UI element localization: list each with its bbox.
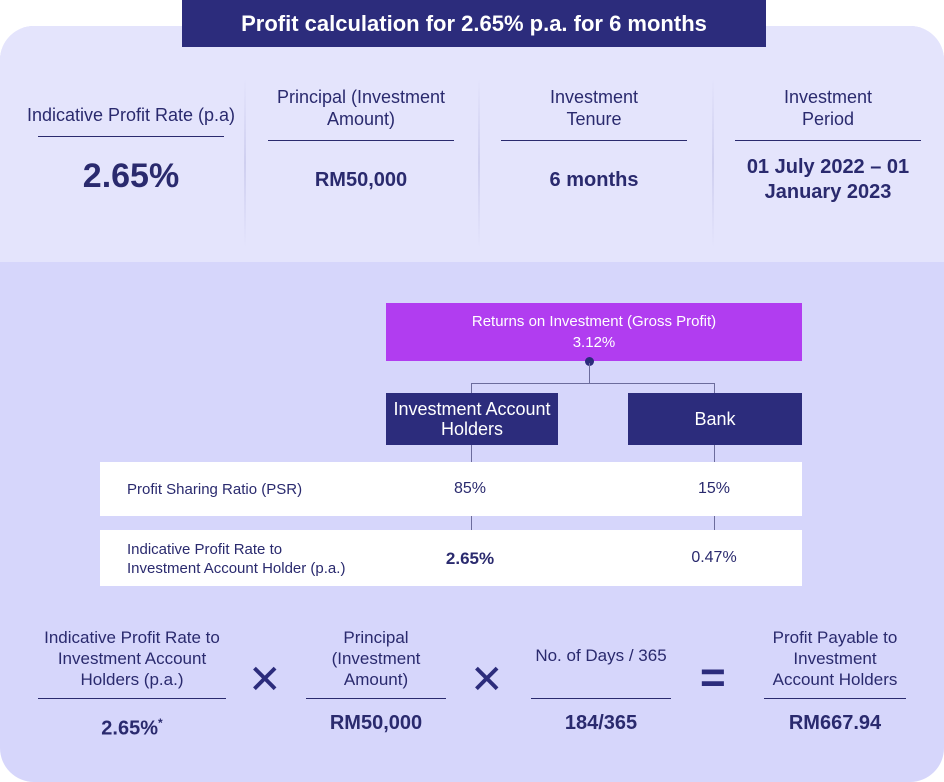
bank-box: Bank <box>628 393 802 445</box>
psr-row: Profit Sharing Ratio (PSR) 85% 15% <box>100 462 802 516</box>
divider <box>38 136 224 137</box>
summary-value: RM50,000 <box>314 169 408 191</box>
formula-label: No. of Days / 365 <box>535 646 667 665</box>
summary-tenure: Investment Tenure 6 months <box>489 82 699 192</box>
connector-line <box>589 363 590 383</box>
formula-rate-column: 2.65%* <box>38 626 226 740</box>
connector-line <box>471 383 472 393</box>
gross-profit-box: Returns on Investment (Gross Profit) 3.1… <box>386 303 802 361</box>
summary-principal: Principal (Investment Amount) RM50,000 <box>256 82 466 192</box>
summary-label: Principal (Investment Amount) <box>276 87 446 129</box>
column-separator <box>712 78 714 248</box>
divider <box>268 140 454 141</box>
formula-value: 184/365 <box>564 712 638 734</box>
footnote-marker: * <box>158 716 163 730</box>
divider <box>764 698 906 699</box>
divider <box>501 140 687 141</box>
gross-profit-value: 3.12% <box>572 334 616 351</box>
bank-value: 0.47% <box>691 549 737 566</box>
divider <box>735 140 921 141</box>
summary-band <box>0 26 944 262</box>
summary-label: Indicative Profit Rate (p.a) <box>26 105 236 125</box>
holders-value: 2.65% <box>445 549 495 568</box>
summary-profit-rate: Indicative Profit Rate (p.a) 2.65% <box>26 82 236 196</box>
profit-rate-row: Indicative Profit Rate to Investment Acc… <box>100 530 802 586</box>
equals-operator: = <box>700 653 726 702</box>
divider <box>38 698 226 699</box>
summary-value: 01 July 2022 – 01 January 2023 <box>746 156 910 203</box>
formula-days: No. of Days / 365 184/365 <box>531 626 671 734</box>
row-label: Profit Sharing Ratio (PSR) <box>127 481 303 498</box>
multiply-operator: ✕ <box>248 658 282 702</box>
divider <box>306 698 446 699</box>
column-separator <box>244 78 246 248</box>
formula-result: Profit Payable to Investment Account Hol… <box>764 626 906 734</box>
multiply-operator: ✕ <box>470 658 504 702</box>
row-label: Indicative Profit Rate to Investment Acc… <box>127 541 346 577</box>
gross-profit-label: Returns on Investment (Gross Profit) <box>471 313 717 330</box>
formula-value: 2.65%* <box>101 716 163 740</box>
connector-dot <box>585 357 594 366</box>
summary-label: Investment Tenure <box>549 87 639 129</box>
formula-principal: Principal (Investment Amount) RM50,000 <box>306 626 446 734</box>
page-title: Profit calculation for 2.65% p.a. for 6 … <box>182 0 766 47</box>
summary-period: Investment Period 01 July 2022 – 01 Janu… <box>723 82 933 205</box>
divider <box>531 698 671 699</box>
formula-label: Indicative Profit Rate to Investment Acc… <box>44 628 220 689</box>
formula-value: RM667.94 <box>788 712 882 734</box>
formula-label: Profit Payable to Investment Account Hol… <box>772 628 898 689</box>
formula-value: RM50,000 <box>329 712 423 734</box>
holders-value: 85% <box>453 480 487 497</box>
bank-value: 15% <box>697 480 731 497</box>
connector-line <box>471 383 715 384</box>
summary-value: 6 months <box>549 169 639 191</box>
formula-rate: Indicative Profit Rate to Investment Acc… <box>38 626 226 690</box>
summary-value: 2.65% <box>82 157 180 195</box>
formula-label: Principal (Investment Amount) <box>331 628 421 689</box>
investment-account-holders-box: Investment Account Holders <box>386 393 558 445</box>
column-separator <box>478 78 480 248</box>
connector-line <box>714 383 715 393</box>
summary-label: Investment Period <box>783 87 873 129</box>
